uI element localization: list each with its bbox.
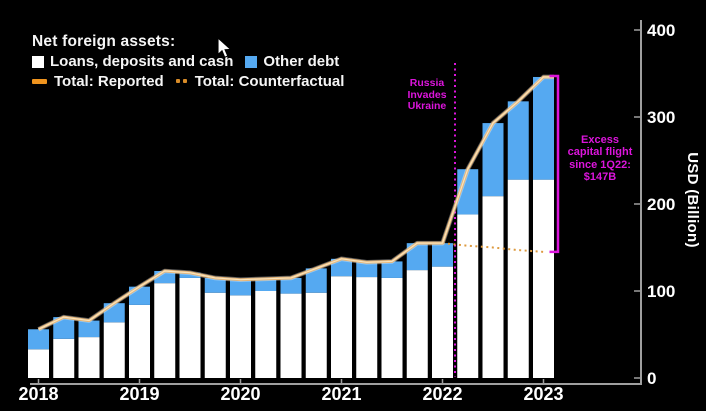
reported-line-core [38,76,554,330]
x-tick-label: 2021 [321,384,361,404]
bar-white-segment [53,338,75,378]
event-annotation-line: Russia [409,77,445,89]
excess-annotation-line: $147B [583,171,617,184]
bar-blue-segment [179,272,201,278]
x-tick-label: 2023 [523,384,563,404]
other-debt-swatch-icon [245,55,258,68]
bar-white-segment [230,295,251,378]
legend-label-other-debt: Other debt [263,53,340,70]
bar-blue-segment [381,261,403,278]
y-tick-label: 200 [647,195,675,214]
bar-white-segment [331,276,352,378]
legend-row-lines: Total: Reported Total: Counterfactual [32,72,344,91]
bar-white-segment [305,292,327,378]
y-tick-label: 400 [647,21,675,40]
y-tick-label: 300 [647,108,675,127]
event-annotation-line: Invades [407,88,447,101]
bar-blue-segment [53,317,75,339]
excess-annotation-line: capital flight [567,146,633,159]
counterfactual-line-swatch-icon [175,79,188,84]
x-tick-label: 2019 [119,384,159,404]
bar-white-segment [154,283,176,378]
bar-white-segment [129,304,150,378]
loans-swatch-icon [32,55,44,68]
bar-white-segment [381,277,403,378]
chart-legend: Net foreign assets: Loans, deposits and … [32,33,344,91]
bar-white-segment [356,277,378,378]
bar-blue-segment [507,101,529,180]
bar-blue-segment [432,243,453,267]
bar-white-segment [28,349,49,378]
x-tick-label: 2022 [422,384,462,404]
excess-annotation-line: since 1Q22: [569,158,631,171]
bar-white-segment [406,270,428,378]
bar-white-segment [507,179,529,378]
legend-label-counterfactual: Total: Counterfactual [194,73,345,90]
bar-white-segment [482,196,504,378]
y-axis-title: USD (Billion) [684,152,701,248]
bar-white-segment [255,291,277,378]
bar-blue-segment [280,277,302,294]
bar-blue-segment [482,123,504,197]
bar-blue-segment [255,278,277,291]
bar-white-segment [432,266,453,378]
event-annotation: Russia Invades Ukraine [382,77,472,113]
bar-blue-segment [406,243,428,271]
y-tick-label: 0 [647,369,656,388]
x-tick-label: 2018 [18,384,58,404]
bar-blue-segment [305,268,327,293]
excess-bracket [549,74,560,254]
counterfactual-line [442,242,544,253]
bar-white-segment [204,292,226,378]
bar-blue-segment [356,262,378,278]
bar-white-segment [280,293,302,378]
bar-white-segment [457,214,479,378]
bar-blue-segment [28,329,49,350]
bar-white-segment [103,322,125,378]
excess-annotation-line: Excess [581,134,619,146]
reported-line-swatch-icon [32,79,47,84]
mouse-cursor-icon [217,37,232,59]
bar-white-segment [179,277,201,378]
y-tick-label: 100 [647,282,675,301]
event-annotation-line: Ukraine [407,100,447,112]
bar-blue-segment [533,76,554,180]
legend-label-loans: Loans, deposits and cash [50,53,234,70]
bar-blue-segment [230,279,251,296]
bar-blue-segment [331,258,352,277]
legend-row-bars: Loans, deposits and cash Other debt [32,52,344,71]
bar-white-segment [533,179,554,378]
legend-label-reported: Total: Reported [54,73,164,90]
x-tick-label: 2020 [220,384,260,404]
bar-white-segment [78,337,100,378]
bar-blue-segment [204,277,226,293]
excess-annotation: Excess capital flight since 1Q22: $147B [558,134,642,184]
legend-title: Net foreign assets: [32,33,176,50]
bar-blue-segment [78,320,100,338]
